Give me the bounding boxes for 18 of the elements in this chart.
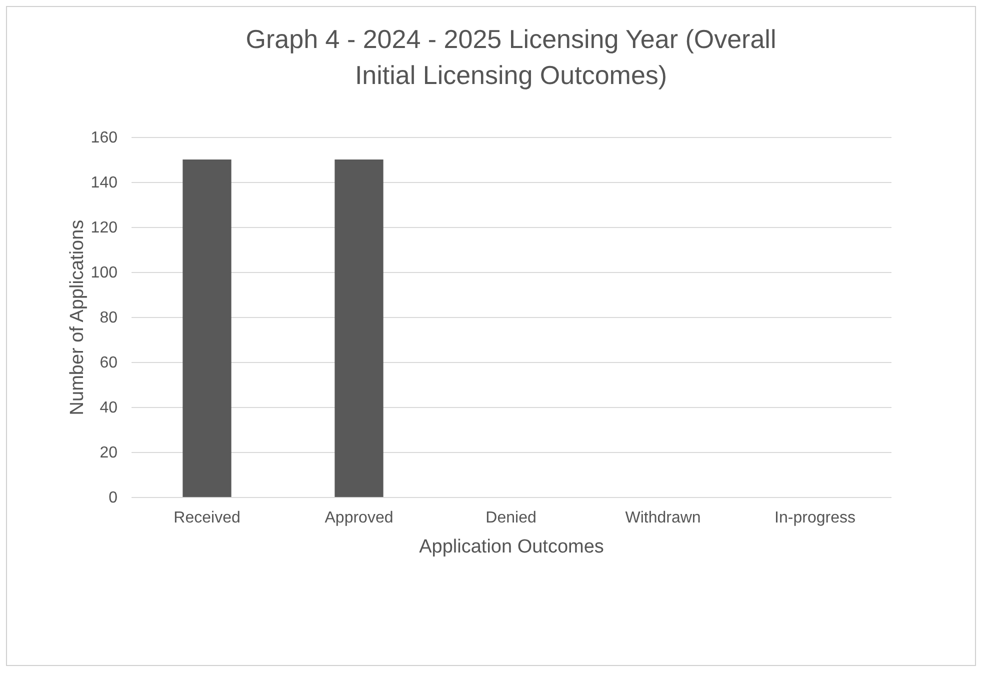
y-tick-label: 60 bbox=[100, 354, 118, 372]
y-tick-label: 40 bbox=[100, 400, 118, 416]
x-axis-title: Application Outcomes bbox=[419, 536, 604, 558]
y-tick-label: 80 bbox=[100, 310, 118, 326]
x-tick-label: Denied bbox=[486, 510, 536, 526]
text: Initial Licensing Outcomes) bbox=[354, 60, 668, 90]
x-tick-label: Received bbox=[174, 510, 240, 526]
y-tick-label: 20 bbox=[100, 444, 118, 462]
y-tick-label: 140 bbox=[90, 174, 118, 192]
text: Graph 4 - 2024 - 2025 Licensing Year (Overall bbox=[246, 24, 776, 54]
y-tick-label: 100 bbox=[90, 264, 118, 282]
y-tick-label: 0 bbox=[108, 490, 118, 506]
x-tick-label: Withdrawn bbox=[625, 510, 701, 526]
x-tick-label: In-progress bbox=[774, 510, 856, 526]
y-tick-label: 120 bbox=[90, 220, 118, 236]
y-tick-label: 160 bbox=[90, 130, 118, 146]
y-axis-title: Number of Applications bbox=[66, 220, 88, 416]
x-tick-label: Approved bbox=[324, 510, 394, 526]
